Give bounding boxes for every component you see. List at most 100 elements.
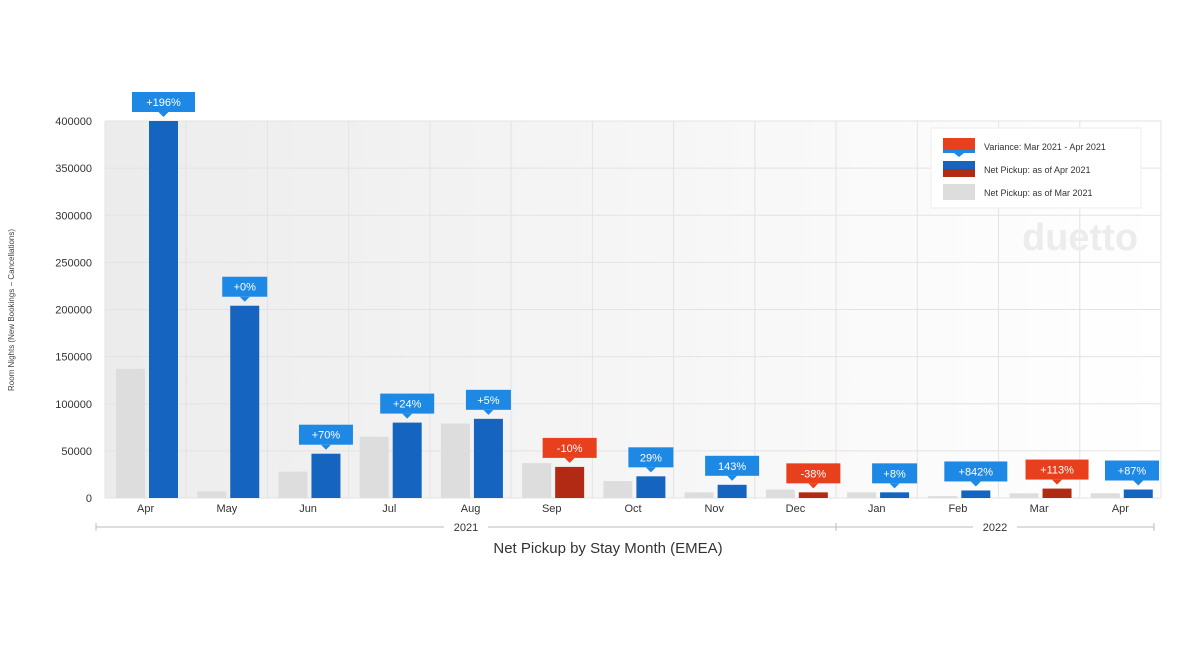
variance-callout [132, 92, 195, 112]
variance-callout-pointer [1052, 479, 1063, 485]
bar-current [1123, 489, 1153, 498]
variance-label: +24% [393, 399, 422, 411]
variance-callout [786, 463, 841, 484]
bar-prior [847, 492, 877, 498]
variance-label: 29% [640, 452, 662, 464]
variance-label: 143% [718, 461, 746, 473]
y-tick-label: 250000 [55, 257, 92, 269]
grid [104, 120, 1162, 499]
year-label: 2021 [454, 522, 478, 534]
variance-label: +8% [883, 468, 906, 480]
variance-label: +113% [1040, 465, 1074, 477]
variance-callout [222, 276, 268, 297]
bar-current [636, 476, 666, 498]
y-tick-label: 200000 [55, 305, 92, 317]
year-groups: 2021 2022 [95, 519, 1155, 535]
legend-label: Variance: Mar 2021 - Apr 2021 [984, 142, 1106, 152]
y-tick-label: 0 [86, 493, 92, 505]
bar-current [149, 121, 178, 498]
variance-callout-pointer [158, 112, 169, 117]
legend-label: Net Pickup: as of Apr 2021 [984, 165, 1091, 175]
variance-callout [628, 447, 674, 468]
variance-callout-pointer [889, 483, 900, 489]
variance-callout [705, 455, 760, 476]
x-tick-label: Aug [461, 503, 481, 515]
bar-current [230, 305, 260, 498]
bar-prior [1090, 493, 1120, 498]
legend-swatch-current-negative [943, 169, 975, 177]
variance-callout [1025, 459, 1089, 480]
variance-callout [542, 437, 597, 458]
bar-current [473, 418, 503, 498]
bar-current [961, 490, 991, 498]
x-tick-label: Jul [382, 503, 396, 515]
bar-prior [1009, 493, 1039, 498]
bar-prior [928, 496, 958, 498]
variance-callout-pointer [970, 481, 981, 487]
x-tick-label: Apr [137, 503, 154, 515]
x-tick-label: Feb [948, 503, 967, 515]
watermark: duetto [1022, 217, 1138, 259]
year-label-bg [973, 519, 1018, 535]
bars: +196% +0% +70% +24% +5% -10% 29% 143% -38% +8% +84… [116, 92, 1159, 498]
x-tick-label: Jan [868, 503, 886, 515]
x-tick-label: Apr [1112, 503, 1129, 515]
variance-label: +5% [477, 395, 500, 407]
x-tick-label: May [216, 503, 237, 515]
variance-callout [872, 463, 918, 484]
bar-prior [197, 491, 227, 498]
variance-callout-pointer [808, 483, 819, 489]
legend-swatch-current [943, 161, 975, 169]
bar-prior [359, 436, 389, 498]
variance-label: +842% [959, 466, 994, 478]
bar-prior [440, 423, 470, 498]
bar-current [555, 466, 585, 498]
chart-title: Net Pickup by Stay Month (EMEA) [493, 540, 722, 557]
x-axis: Apr May Jun Jul Aug Sep Oct Nov Dec Jan Feb Mar Apr [137, 503, 1129, 515]
y-tick-label: 100000 [55, 399, 92, 411]
bar-current [311, 453, 341, 498]
year-label-bg [444, 519, 489, 535]
y-tick-label: 300000 [55, 210, 92, 222]
x-tick-label: Sep [542, 503, 562, 515]
variance-label: -10% [557, 443, 583, 455]
x-tick-label: Oct [624, 503, 641, 515]
variance-callout-pointer [239, 296, 250, 302]
variance-label: +196% [146, 97, 181, 109]
bar-current [798, 492, 828, 498]
variance-callout [1105, 460, 1159, 481]
bar-current [1042, 488, 1072, 498]
variance-callout [298, 424, 353, 445]
y-tick-label: 400000 [55, 116, 92, 128]
bar-prior [522, 463, 552, 498]
legend-swatch-variance-accent [943, 150, 975, 153]
variance-callout-pointer [727, 475, 738, 481]
bar-current [717, 484, 747, 498]
bar-prior [684, 492, 714, 498]
variance-callout [380, 393, 435, 414]
x-tick-label: Nov [704, 503, 724, 515]
variance-label: +87% [1118, 466, 1147, 478]
variance-callout-pointer [645, 467, 656, 473]
variance-label: +70% [312, 430, 341, 442]
variance-label: -38% [801, 468, 827, 480]
variance-callout [944, 461, 1008, 482]
x-tick-label: Mar [1030, 503, 1049, 515]
bar-prior [116, 368, 145, 498]
variance-callout-pointer [1133, 480, 1144, 486]
bar-prior [278, 471, 308, 498]
variance-callout-pointer [483, 409, 494, 415]
variance-callout-pointer [564, 457, 575, 463]
y-axis-title: Room Nights (New Bookings − Cancellation… [7, 229, 16, 391]
variance-label: +0% [234, 282, 257, 294]
bar-current [392, 422, 422, 498]
variance-callout-pointer [402, 413, 413, 419]
y-axis: 0 50000 100000 150000 200000 250000 300000 3500… [55, 116, 92, 505]
legend-swatch-variance-pointer [954, 153, 964, 157]
bar-current [880, 492, 910, 498]
legend-swatch-variance [943, 138, 975, 152]
bar-prior [765, 489, 795, 498]
legend-swatch-prior [943, 184, 975, 200]
